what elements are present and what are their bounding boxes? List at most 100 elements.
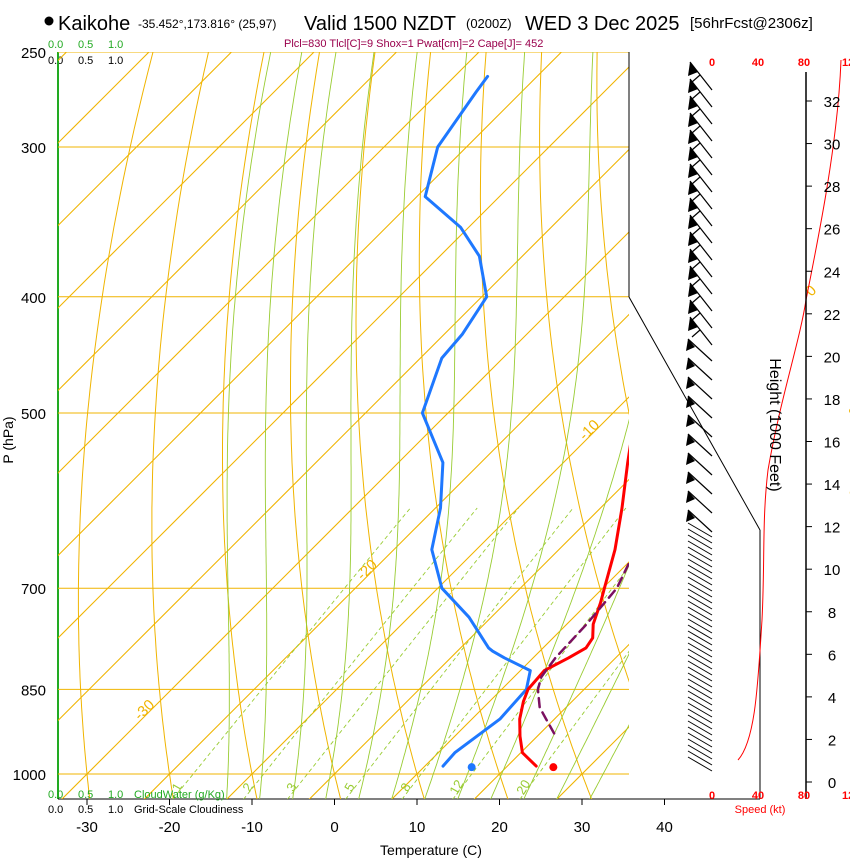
height-tick-label: 30 bbox=[824, 137, 841, 154]
wind-barb-pennant bbox=[688, 317, 698, 331]
station-coords: -35.452°,173.816° (25,97) bbox=[138, 17, 276, 31]
speed-tick-top: 40 bbox=[752, 57, 764, 69]
wind-barb-pennant bbox=[686, 491, 695, 503]
wind-barb bbox=[687, 582, 713, 598]
dry-adiabat-line bbox=[539, 52, 629, 683]
isotherm-label-layer: 100-10-20-300102030 bbox=[131, 282, 850, 724]
isotherm-line bbox=[58, 52, 397, 392]
wind-barb bbox=[687, 594, 713, 610]
wind-barb bbox=[687, 558, 713, 574]
isotherm-line bbox=[804, 52, 850, 799]
cloud-top-label: 0.5 bbox=[78, 39, 93, 51]
height-tick-label: 26 bbox=[824, 222, 841, 239]
valid-date: WED 3 Dec 2025 bbox=[525, 13, 680, 35]
speed-tick-top: 0 bbox=[709, 57, 715, 69]
wind-barb bbox=[687, 690, 713, 706]
wind-barb bbox=[687, 642, 713, 658]
height-tick-label: 0 bbox=[828, 775, 836, 792]
p-tick-label: 250 bbox=[21, 45, 46, 62]
dry-adiabat-line bbox=[479, 52, 593, 799]
cloud-bottom-label: 0.0 bbox=[48, 789, 63, 801]
cloudiness-label: Grid-Scale Cloudiness bbox=[134, 804, 244, 816]
wind-barb bbox=[687, 756, 713, 772]
cloud-top-label: 0.0 bbox=[48, 39, 63, 51]
wind-barb bbox=[687, 433, 713, 457]
valid-label: Valid 1500 NZDT bbox=[304, 13, 456, 35]
y-axis-title: P (hPa) bbox=[0, 416, 16, 463]
speed-tick-bottom: 0 bbox=[709, 790, 715, 802]
station-name: Kaikohe bbox=[58, 13, 130, 35]
station-bullet bbox=[44, 16, 54, 26]
moist-adiabat-line bbox=[391, 52, 468, 799]
cloudiness-bottom-label: 0.5 bbox=[78, 804, 93, 816]
height-tick-label: 16 bbox=[824, 435, 841, 452]
height-tick-label: 6 bbox=[828, 647, 836, 664]
wind-barb-pennant bbox=[688, 79, 698, 93]
wind-barb bbox=[687, 618, 713, 634]
moist-adiabat-line bbox=[325, 52, 375, 799]
height-tick-label: 14 bbox=[824, 477, 841, 494]
wind-barb bbox=[687, 534, 713, 550]
mixing-ratio-label: 20 bbox=[513, 777, 533, 797]
p-tick-label: 300 bbox=[21, 140, 46, 157]
wind-barb bbox=[687, 702, 713, 718]
axis-layer: 1 2 3 5 8 12 20-30 -20 -10 0 10 20 30 402503004005007… bbox=[13, 45, 673, 836]
wind-barb-column bbox=[628, 52, 842, 799]
parcel-profile bbox=[536, 560, 629, 735]
dry-adiabat-line bbox=[222, 52, 265, 799]
dry-adiabat-line bbox=[290, 52, 342, 799]
surface-dewpoint-marker bbox=[467, 763, 476, 772]
p-tick-label: 700 bbox=[21, 581, 46, 598]
cloud-axis-top: 0.0 0.5 1.0 0.0 0.5 1.0 bbox=[48, 39, 123, 67]
wind-barb bbox=[687, 414, 713, 438]
mixing-ratio-line bbox=[287, 507, 519, 799]
cloud-bottom-label: 0.5 bbox=[78, 789, 93, 801]
mixing-ratio-line bbox=[345, 507, 574, 799]
speed-axis-top: 0 40 80 12 bbox=[709, 57, 850, 69]
wind-barb-pennant bbox=[688, 249, 698, 263]
wind-barb bbox=[687, 338, 713, 362]
wind-barb bbox=[687, 528, 713, 544]
x-tick-label: -30 bbox=[76, 819, 98, 836]
wind-barb-pennant bbox=[688, 215, 698, 229]
wind-barb bbox=[687, 666, 713, 682]
wind-barb-pennant bbox=[688, 300, 698, 314]
dry-adiabat-line bbox=[77, 52, 154, 799]
wind-barb-pennant bbox=[686, 339, 695, 351]
wind-barb bbox=[687, 738, 713, 754]
wind-barb-pennant bbox=[686, 377, 695, 389]
wind-barb bbox=[687, 630, 713, 646]
height-tick-label: 12 bbox=[824, 520, 841, 537]
wind-barb bbox=[687, 612, 713, 628]
isotherm-label: -10 bbox=[576, 417, 603, 444]
height-tick-label: 20 bbox=[824, 349, 841, 366]
wind-barb bbox=[687, 750, 713, 766]
speed-tick-top: 80 bbox=[798, 57, 810, 69]
isotherm-line bbox=[58, 148, 629, 722]
wind-barb-feather bbox=[691, 295, 701, 304]
height-tick-label: 8 bbox=[828, 605, 836, 622]
wind-barb bbox=[687, 522, 713, 538]
wind-barb bbox=[687, 648, 713, 664]
moist-adiabat-line bbox=[226, 52, 272, 799]
x-tick-label: -10 bbox=[241, 819, 263, 836]
isotherm-line bbox=[143, 313, 629, 799]
wind-barb bbox=[687, 588, 713, 604]
isotherm-line bbox=[391, 561, 629, 799]
x-tick-label: 10 bbox=[409, 819, 426, 836]
wind-barb-pennant bbox=[686, 434, 695, 446]
mixing-ratio-label: 12 bbox=[446, 777, 466, 797]
surface-temperature-marker bbox=[549, 763, 558, 772]
wind-barb-pennant bbox=[688, 181, 698, 195]
wind-barb bbox=[687, 624, 713, 640]
wind-barb bbox=[687, 471, 713, 495]
wind-barb-feather bbox=[691, 210, 701, 219]
height-axis-label: Height (1000 Feet) bbox=[766, 358, 783, 491]
wind-barb bbox=[687, 660, 713, 676]
wind-barb-pennant bbox=[686, 415, 695, 427]
wind-barb bbox=[687, 678, 713, 694]
speed-tick-top: 12 bbox=[842, 57, 850, 69]
cloudiness-bottom-label: 1.0 bbox=[108, 804, 123, 816]
wind-barb-pennant bbox=[686, 396, 695, 408]
wind-barb-feather bbox=[691, 329, 701, 338]
